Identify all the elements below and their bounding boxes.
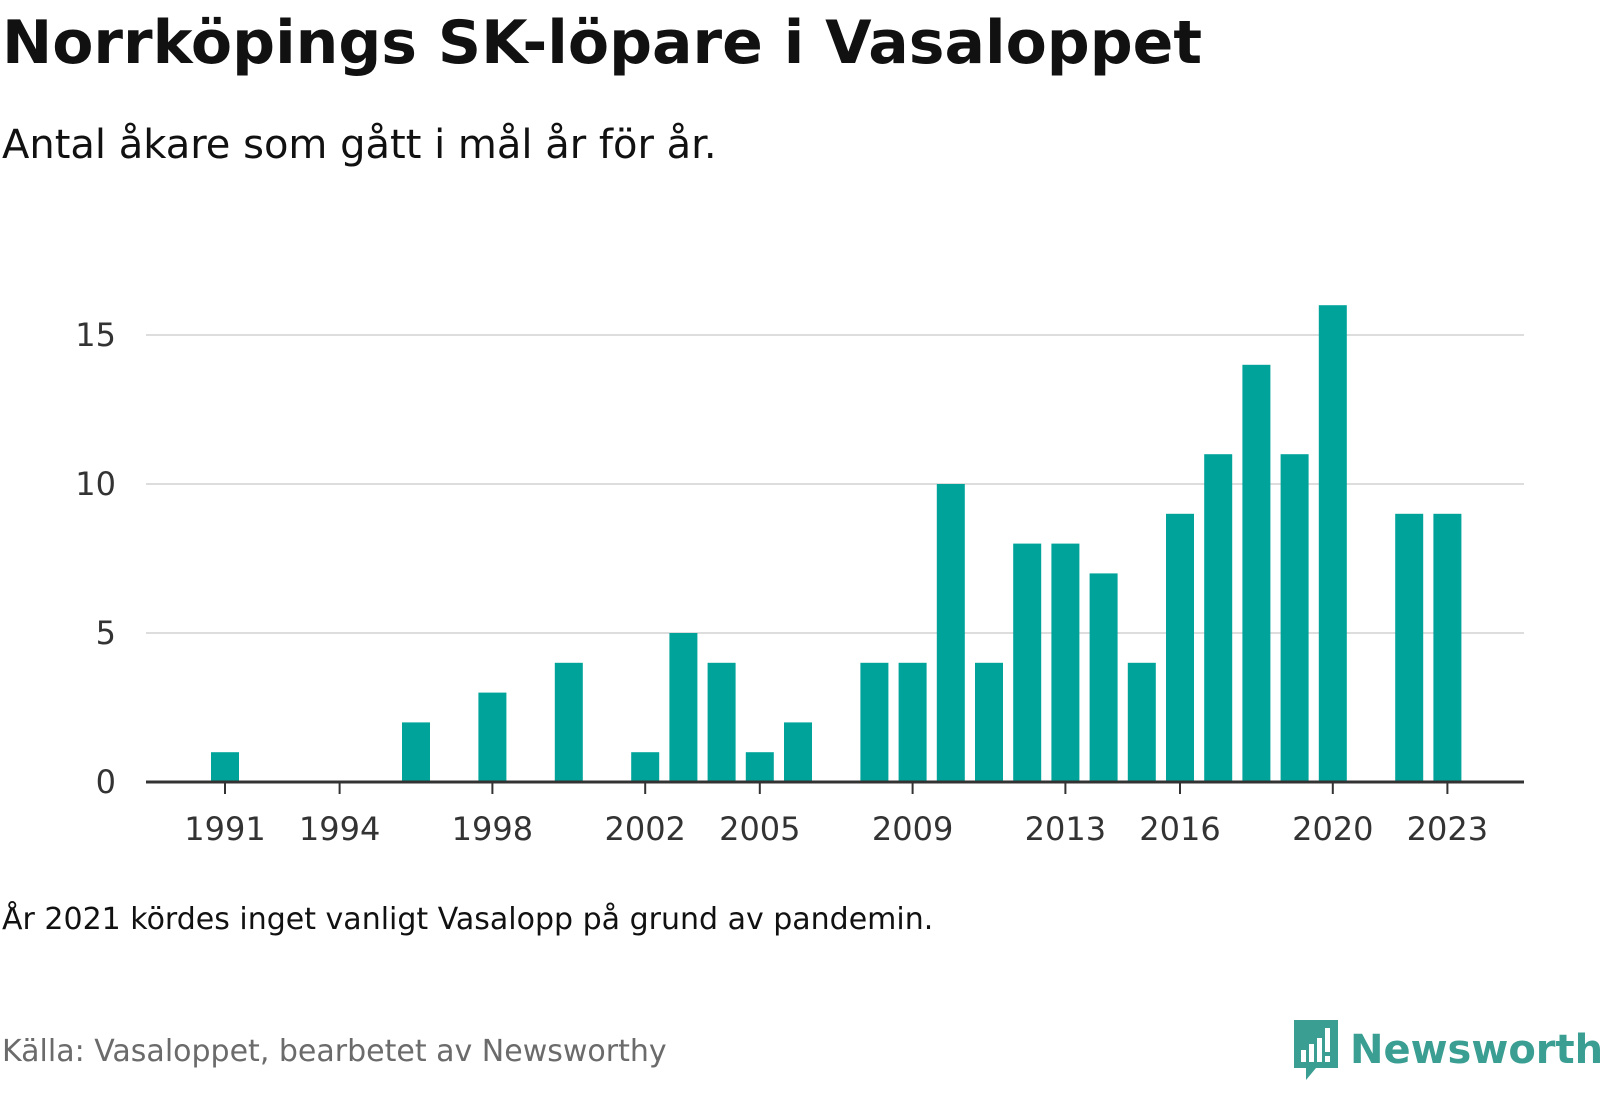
bar-2010 — [936, 484, 965, 782]
bar-1991 — [211, 752, 239, 782]
bar-2009 — [898, 662, 927, 782]
x-axis-ticks: 1991 1994 1998 2002 2005 2009 2013 2016 2020 2023 — [184, 782, 1488, 848]
bar-2008 — [860, 662, 889, 782]
x-tick-label: 2013 — [1025, 810, 1106, 848]
bar-chart: 0 5 10 15 1991 1994 1998 2002 2005 2009 2013 2016 2… — [75, 305, 1524, 848]
newsworthy-logo-icon — [1294, 1020, 1338, 1080]
newsworthy-logo: Newsworthy — [1292, 1020, 1600, 1080]
chart-title: Norrköpings SK-löpare i Vasaloppet — [2, 8, 1203, 78]
gridlines — [146, 334, 1524, 634]
bar-2014 — [1089, 573, 1118, 782]
bar-2005 — [745, 752, 774, 782]
bar-2018 — [1242, 364, 1271, 782]
bar-2012 — [1013, 543, 1042, 782]
x-tick-label: 2016 — [1139, 810, 1220, 848]
x-tick-label: 2020 — [1292, 810, 1373, 848]
bar-2015 — [1127, 662, 1156, 782]
x-tick-label: 1994 — [299, 810, 380, 848]
bar-2022 — [1395, 513, 1424, 782]
y-tick-label: 0 — [96, 763, 116, 801]
y-axis-ticks: 0 5 10 15 — [75, 316, 116, 801]
source-credit: Källa: Vasaloppet, bearbetet av Newswort… — [2, 1034, 667, 1069]
x-tick-label: 1991 — [184, 810, 265, 848]
bar-2020 — [1318, 305, 1347, 782]
bar-2016 — [1166, 513, 1194, 782]
bar-1996 — [402, 722, 430, 782]
bars — [211, 305, 1462, 782]
x-tick-label: 2009 — [872, 810, 953, 848]
bar-2011 — [975, 662, 1003, 782]
y-tick-label: 10 — [75, 465, 116, 503]
y-tick-label: 5 — [96, 614, 116, 652]
x-tick-label: 2023 — [1407, 810, 1488, 848]
chart-subtitle: Antal åkare som gått i mål år för år. — [2, 122, 717, 168]
bar-2006 — [784, 722, 812, 782]
bar-2004 — [707, 662, 736, 782]
bar-2013 — [1051, 543, 1080, 782]
bar-2003 — [669, 633, 698, 782]
x-tick-label: 2005 — [719, 810, 800, 848]
y-tick-label: 15 — [75, 316, 116, 354]
bar-2017 — [1204, 454, 1233, 782]
chart-note: År 2021 kördes inget vanligt Vasalopp på… — [2, 902, 934, 937]
bar-2023 — [1433, 513, 1462, 782]
bar-2002 — [631, 752, 660, 782]
bar-2000 — [554, 662, 583, 782]
x-tick-label: 2002 — [604, 810, 685, 848]
bar-2019 — [1280, 454, 1309, 782]
bar-1998 — [478, 692, 507, 782]
newsworthy-logo-text: Newsworthy — [1350, 1027, 1600, 1073]
x-tick-label: 1998 — [452, 810, 533, 848]
